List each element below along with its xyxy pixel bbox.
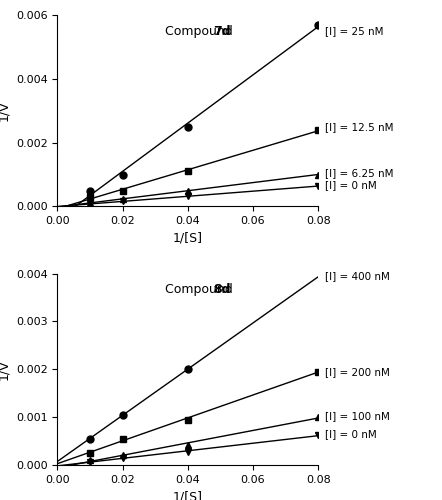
X-axis label: 1/[S]: 1/[S] bbox=[173, 232, 203, 245]
Text: [I] = 0 nM: [I] = 0 nM bbox=[325, 180, 377, 190]
Y-axis label: 1/V: 1/V bbox=[0, 100, 11, 121]
Text: [I] = 25 nM: [I] = 25 nM bbox=[325, 26, 383, 36]
Text: [I] = 400 nM: [I] = 400 nM bbox=[325, 271, 390, 281]
Text: [I] = 200 nM: [I] = 200 nM bbox=[325, 366, 390, 376]
X-axis label: 1/[S]: 1/[S] bbox=[173, 490, 203, 500]
Text: [I] = 0 nM: [I] = 0 nM bbox=[325, 430, 377, 440]
Text: [I] = 12.5 nM: [I] = 12.5 nM bbox=[325, 122, 393, 132]
Text: [I] = 100 nM: [I] = 100 nM bbox=[325, 411, 390, 421]
Text: Compound: Compound bbox=[165, 24, 237, 38]
Text: 7d: 7d bbox=[213, 24, 231, 38]
Text: Compound: Compound bbox=[165, 283, 237, 296]
Y-axis label: 1/V: 1/V bbox=[0, 359, 11, 380]
Text: 8d: 8d bbox=[213, 283, 230, 296]
Text: [I] = 6.25 nM: [I] = 6.25 nM bbox=[325, 168, 393, 178]
